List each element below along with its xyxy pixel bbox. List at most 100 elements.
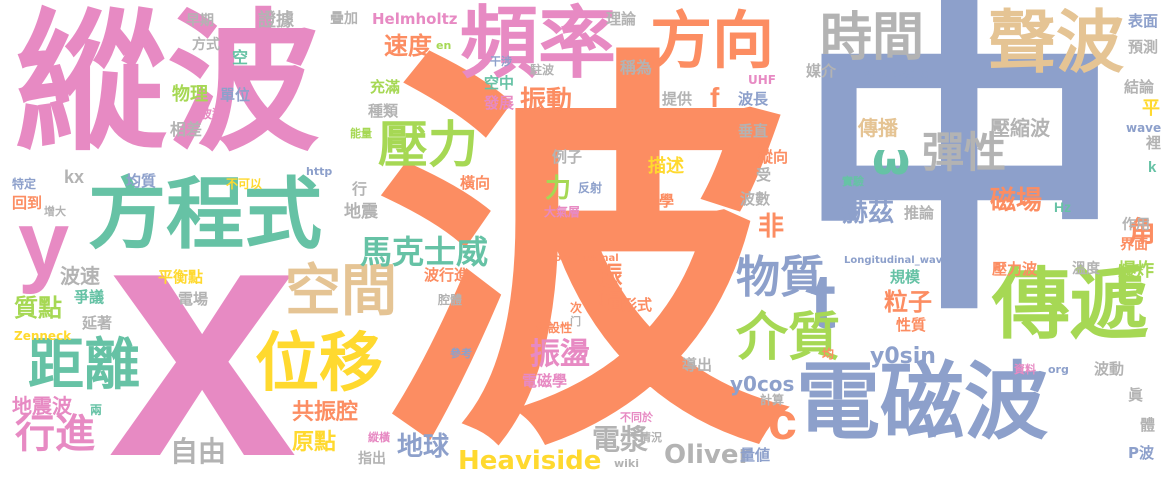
word-wuli: 物理 [172, 84, 208, 105]
word-huidao: 回到 [12, 194, 43, 212]
word-bo: 波 [375, 18, 790, 482]
word-oliver: Oliver [664, 440, 752, 470]
word-t: t [810, 257, 836, 345]
word-jielun: 結論 [1124, 78, 1155, 96]
word-biaomian: 表面 [1128, 12, 1159, 30]
word-kou: 门 [570, 315, 581, 328]
word-zongxiang: 縱向 [758, 148, 789, 166]
word-zenneck: Zenneck [14, 329, 72, 343]
word-chuandi: 傳遞 [992, 260, 1149, 350]
word-diqiu: 地球 [397, 432, 450, 462]
word-zhendang: 振盪 [530, 337, 590, 372]
word-chengwei: 稱為 [620, 58, 653, 77]
word-jun: 均 [822, 347, 835, 361]
word-dianci: 電磁波 [796, 353, 1049, 451]
word-c: c [768, 393, 797, 451]
word-danwei: 單位 [220, 86, 251, 104]
word-ci: 次 [570, 301, 583, 315]
word-zaoqi: 早期 [186, 13, 214, 29]
word-zhenfu: 振幅 [594, 262, 622, 310]
word-zhendong: 振動 [520, 86, 573, 116]
word-shiyan: 實驗 [842, 175, 864, 188]
word-daqiceng: 大氣層 [544, 205, 581, 219]
word-pinghengdian: 平衡點 [158, 268, 204, 286]
word-sudu: 速度 [384, 32, 432, 60]
word-xingzhi: 性質 [896, 316, 927, 334]
word-dizhen: 地震 [344, 202, 378, 222]
word-yanzhe: 延著 [82, 314, 113, 332]
word-liangzhi: 量値 [740, 446, 771, 464]
word-ziliao: 資料 [1014, 363, 1036, 376]
word-hengxiang: 橫向 [460, 174, 491, 192]
word-ganshe: 干涉 [490, 55, 512, 68]
word-bosu: 波速 [60, 264, 100, 288]
word-lizi: 粒子 [884, 288, 932, 316]
word-dianjiang: 電漿 [592, 423, 649, 456]
word-dianci-xue: 電磁學 [522, 372, 568, 390]
word-zhidian: 質點 [14, 294, 62, 322]
word-jiezhi: 介質 [736, 308, 841, 368]
word-ciChang: 磁場 [990, 186, 1043, 216]
word-jiemian: 界面 [1120, 237, 1148, 253]
word-dianchang: 電場 [178, 290, 209, 308]
word-fanshe: 反射 [578, 181, 603, 195]
word-heaviside: Heaviside [458, 446, 602, 476]
word-kx: kx [64, 167, 85, 187]
word-butongyu: 不同於 [620, 411, 653, 424]
word-ping: 平 [1142, 98, 1160, 119]
word-qingkuang: 情況 [640, 431, 662, 444]
word-shengbo: 聲波 [988, 4, 1125, 83]
word-zhong: 中 [795, 0, 1125, 355]
word-lilun: 理論 [606, 10, 637, 28]
word-omega: ω [872, 134, 911, 185]
word-xingjin: 行進 [15, 411, 95, 457]
word-fangchengshi: 方程式 [88, 170, 323, 260]
word-wikipedia: wikipedia [864, 67, 929, 81]
word-org: org [1048, 363, 1069, 376]
word-baozha: 爆炸 [1118, 260, 1154, 281]
word-xingshi: 形式 [622, 296, 653, 314]
word-tedding: 特定 [12, 177, 37, 191]
word-y0cos: y0cos [730, 372, 795, 396]
word-wuzhi: 物質 [736, 252, 824, 303]
word-bodao: 波導 [200, 107, 225, 121]
word-kong: 空 [232, 48, 249, 67]
word-ziyou: 自由 [170, 435, 227, 468]
word-chuanbo: 傳播 [858, 116, 898, 140]
word-y0sin: y0sin [870, 344, 936, 369]
word-x: x [108, 148, 298, 482]
word-longitudinal: Longitudinal [548, 253, 619, 264]
word-li: 力 [545, 174, 572, 204]
word-http: http [306, 165, 333, 178]
word-pinlv: 頻率 [460, 0, 617, 89]
word-hang: 行 [352, 180, 368, 198]
word-zengda: 增大 [44, 205, 66, 218]
word-wiki: wiki [614, 457, 640, 470]
word-qiangti: 腔體 [438, 293, 463, 307]
word-shijian: 時間 [820, 8, 925, 68]
word-zhengju: 證據 [258, 10, 294, 31]
word-guimo: 規模 [890, 268, 921, 286]
word-maxwell: 馬克士威 [360, 233, 489, 271]
word-uhf: UHF [748, 73, 776, 87]
word-tigong: 提供 [662, 90, 693, 108]
word-fazhan: 發展 [484, 94, 515, 112]
word-weiyi: 位移 [255, 327, 383, 401]
word-zhubo: 駐波 [530, 63, 555, 77]
word-chuizhi: 垂直 [738, 122, 769, 140]
word-kongzhong: 空中 [484, 74, 515, 92]
word-kongjian: 空間 [285, 259, 397, 324]
word-jiao: 角 [1128, 215, 1157, 248]
word-pbo: P波 [1128, 444, 1154, 462]
word-tanxing: 彈性 [922, 128, 1007, 177]
word-yuandian: 原點 [292, 430, 337, 455]
word-jisuan: 計算 [760, 393, 785, 407]
word-chongman: 充滿 [370, 78, 401, 96]
word-shou: 受 [756, 166, 772, 184]
word-hezi: 赫茲 [842, 198, 895, 228]
word-fei: 非 [758, 212, 785, 242]
word-yuce: 預測 [1128, 38, 1159, 56]
word-hz: Hz [1054, 199, 1072, 215]
word-zongheng: 縱橫 [368, 431, 390, 444]
word-li2: 裡 [1146, 134, 1162, 152]
